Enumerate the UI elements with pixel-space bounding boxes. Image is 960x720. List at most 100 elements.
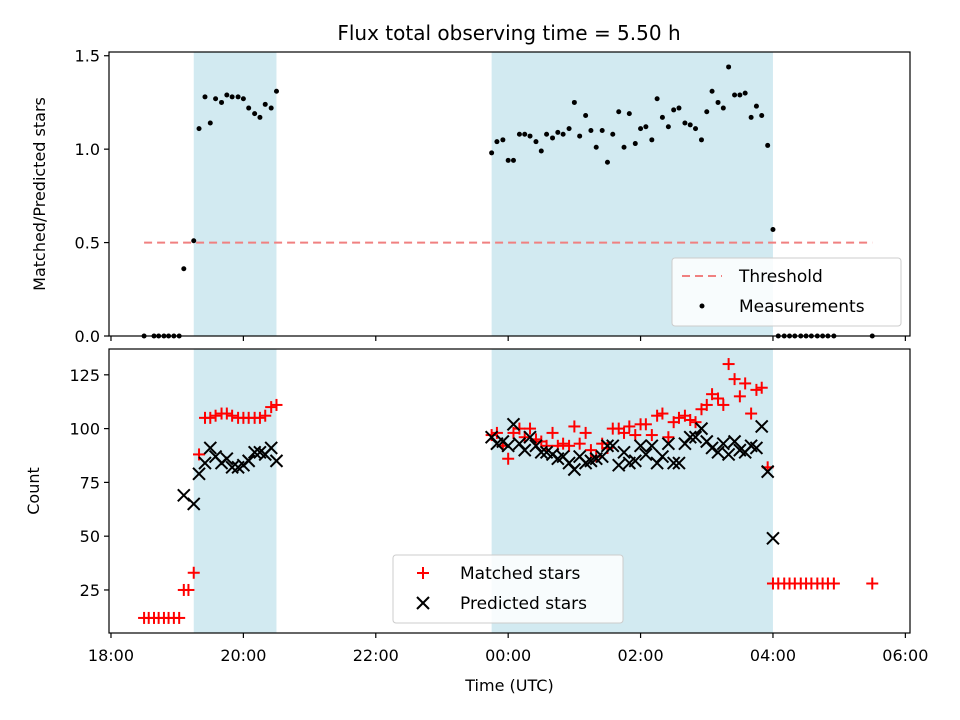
predicted-star-point	[612, 458, 626, 472]
predicted-star-point	[501, 439, 515, 453]
matched-star-point	[728, 373, 741, 386]
measurement-point	[213, 96, 219, 102]
predicted-star-point	[633, 439, 648, 453]
count-legend: Matched stars Predicted stars	[392, 554, 624, 624]
ratio-panel: 0.0 0.5 1.0 1.5 Matched/Predicted stars Thr…	[30, 47, 911, 346]
measurement-point	[560, 131, 566, 137]
matched-star-point	[733, 390, 746, 403]
measurement-point	[704, 109, 710, 115]
measurement-point	[235, 94, 241, 100]
predicted-star-point	[721, 447, 736, 462]
predicted-star-point	[506, 417, 521, 432]
matched-star-point	[546, 426, 559, 439]
matched-star-point	[568, 420, 581, 433]
matched-star-point	[662, 431, 675, 444]
ratio-y-tick-label: 0.0	[75, 327, 100, 346]
matched-star-point	[618, 426, 631, 439]
count-y-tick-label: 25	[80, 581, 100, 600]
observing-window-shade	[193, 349, 277, 633]
matched-star-point	[573, 437, 586, 450]
measurement-point	[765, 142, 771, 148]
matched-star-point	[739, 377, 752, 390]
matched-star-point	[717, 398, 730, 411]
matched-legend-swatch	[417, 567, 429, 579]
measurement-point	[715, 99, 721, 105]
matched-star-point	[502, 452, 515, 465]
ratio-legend: Threshold Measurements	[671, 257, 902, 327]
measurement-point	[191, 238, 197, 244]
x-tick-label: 20:00	[220, 646, 266, 665]
measurement-point	[626, 111, 632, 117]
measurement-point	[671, 107, 677, 113]
predicted-star-point	[220, 452, 234, 466]
measurement-point	[500, 137, 506, 143]
matched-star-point	[866, 577, 879, 590]
matched-star-point	[513, 422, 526, 435]
count-y-tick-label: 75	[80, 473, 100, 492]
measurement-point	[268, 105, 274, 111]
predicted-star-point	[269, 454, 284, 468]
measurement-point	[698, 137, 704, 143]
measurement-point	[638, 126, 644, 132]
count-y-tick-label: 125	[69, 366, 100, 385]
measurement-point	[533, 139, 539, 145]
ratio-y-tick-label: 1.5	[75, 47, 100, 66]
predicted-star-point	[716, 436, 731, 451]
ratio-y-tick-label: 0.5	[75, 234, 100, 253]
measurement-point	[593, 144, 599, 150]
predicted-star-point	[727, 434, 742, 449]
predicted-star-point	[241, 454, 256, 468]
matched-star-point	[220, 407, 233, 420]
predicted-star-point	[518, 443, 532, 457]
measurement-point	[742, 90, 748, 96]
matched-star-point	[563, 439, 576, 452]
measurement-point	[252, 111, 258, 117]
matched-star-point	[656, 407, 669, 420]
predicted-star-point	[705, 441, 719, 455]
count-y-axis-label: Count	[24, 467, 43, 515]
matched-star-point	[253, 411, 266, 424]
matched-star-point	[259, 409, 272, 422]
measurements-legend-label: Measurements	[739, 297, 865, 317]
predicted-star-point	[749, 441, 764, 455]
measurement-point	[659, 114, 665, 120]
predicted-star-point	[595, 449, 609, 464]
measurement-point	[224, 92, 230, 98]
predicted-star-point	[628, 454, 642, 468]
predicted-star-point	[694, 421, 709, 436]
matched-star-point	[700, 398, 713, 411]
predicted-star-point	[192, 467, 206, 481]
measurement-point	[759, 113, 765, 119]
x-tick-label: 00:00	[485, 646, 531, 665]
matched-star-point	[712, 392, 725, 405]
measurement-point	[732, 92, 738, 98]
measurement-point	[510, 157, 516, 163]
measurement-point	[687, 122, 693, 128]
measurement-point	[544, 131, 550, 137]
measurement-point	[273, 88, 279, 94]
measurement-point	[538, 148, 544, 154]
measurement-point	[610, 131, 616, 137]
matched-star-point	[750, 383, 763, 396]
measurement-point	[682, 120, 688, 126]
measurement-point	[616, 109, 622, 115]
matched-star-point	[623, 420, 636, 433]
predicted-star-point	[766, 531, 780, 546]
measurement-point	[246, 105, 252, 111]
x-tick-label: 06:00	[882, 646, 928, 665]
measurement-point	[720, 105, 726, 111]
x-tick-label: 22:00	[353, 646, 399, 665]
measurement-point	[240, 96, 246, 102]
matched-legend-label: Matched stars	[460, 564, 580, 584]
predicted-star-point	[198, 456, 212, 470]
measurement-point	[599, 127, 605, 133]
predicted-legend-swatch	[416, 596, 430, 610]
measurement-point	[262, 101, 268, 107]
measurement-point	[649, 137, 655, 143]
measurement-point	[577, 133, 583, 139]
matched-star-point	[182, 583, 195, 596]
measurement-point	[219, 99, 225, 105]
measurement-point	[632, 141, 638, 147]
measurement-point	[181, 266, 187, 272]
measurements-legend-swatch	[699, 303, 705, 309]
